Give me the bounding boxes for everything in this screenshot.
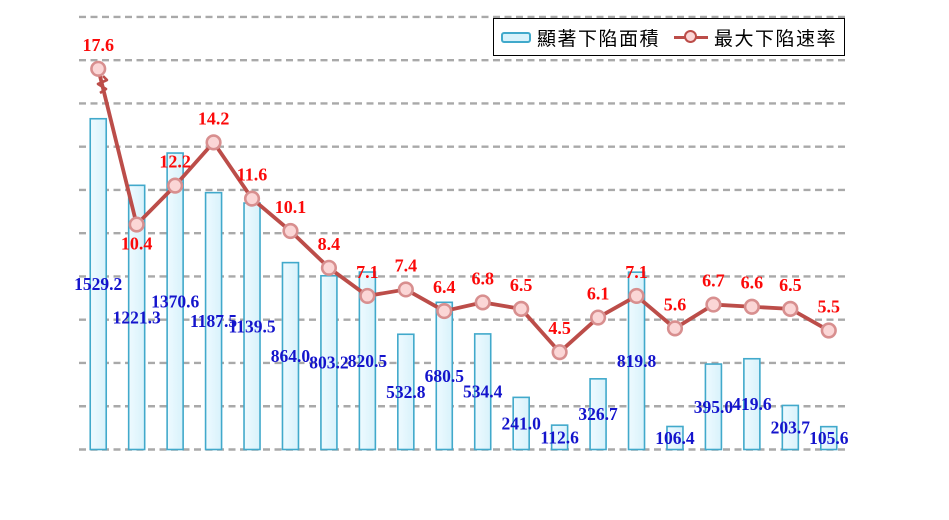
circle-marker [436,302,453,320]
bar [204,191,223,451]
axis-break-icon [96,75,109,95]
bar [127,184,146,451]
rate-value-label: 6.4 [433,277,456,297]
bar-value-label: 105.6 [809,428,849,448]
rate-value-label: 6.6 [741,273,764,293]
rate-markers [90,60,837,361]
bar [358,271,377,451]
bar-value-label: 864.0 [271,346,311,366]
bar [281,261,300,451]
circle-marker [513,300,530,318]
rate-value-label: 10.4 [121,234,153,254]
bar-value-label: 241.0 [501,413,541,433]
bar [550,424,569,451]
bar-value-label: 532.8 [386,382,426,402]
rate-value-label: 6.5 [779,275,802,295]
rate-value-label: 6.8 [471,268,494,288]
rate-value-label: 6.7 [702,271,725,291]
circle-marker [359,287,376,305]
bar [781,404,800,451]
bar-value-label: 106.4 [655,428,695,448]
rate-value-label: 11.6 [237,165,268,185]
bar-value-label: 1370.6 [151,291,199,311]
rate-value-label: 6.5 [510,275,533,295]
area-bars [89,117,838,451]
rate-value-label: 10.1 [275,197,307,217]
bar [473,333,492,451]
circle-marker [474,294,491,311]
bar-value-label: 819.8 [617,351,657,371]
rate-value-label: 14.2 [198,108,230,128]
rate-series-marker-icon [674,30,708,44]
rate-value-labels: 17.6 10.4 12.2 14.2 11.6 10.1 8.4 7.1 7.4 6.4 6.8 6… [82,35,840,338]
circle-marker [589,309,607,326]
bar-value-label: 203.7 [771,417,811,437]
rate-value-label: 7.4 [395,255,418,275]
rate-value-label: 12.2 [159,152,191,172]
circle-marker [628,287,645,305]
bar [627,271,646,451]
circle-marker [397,281,414,298]
circle-marker-sample [684,30,697,43]
bar-value-label: 820.5 [348,351,388,371]
rate-value-label: 7.1 [356,262,379,282]
bar [166,152,184,451]
circle-marker [128,216,145,233]
circle-marker [666,320,684,337]
bar [743,357,761,451]
bar-value-label: 112.6 [540,427,579,447]
circle-marker [205,134,222,151]
area-series-swatch-icon [500,31,531,43]
bar-value-label: 326.7 [578,404,618,424]
legend-item-rate: 最大下陷速率 [674,24,837,51]
rate-value-label: 4.5 [548,318,571,338]
bar [666,425,684,451]
rate-value-label: 8.4 [318,234,341,254]
bar [435,301,454,451]
bar-value-label: 680.5 [425,366,465,386]
bar-value-label: 1221.3 [113,307,161,327]
rate-value-label: 17.6 [82,35,114,55]
circle-marker [820,322,837,339]
bar-value-label: 534.4 [463,382,503,402]
bar-value-label: 419.6 [732,394,772,414]
bar [819,425,838,451]
circle-marker [167,177,184,194]
area-series-label: 顯著下陷面積 [536,28,660,50]
rate-value-label: 6.1 [587,284,610,304]
rate-value-label: 5.6 [664,294,687,314]
bar-value-label: 1529.2 [74,274,122,294]
rate-value-label: 5.5 [818,297,841,317]
bar [89,117,108,451]
bar [512,396,530,451]
circle-marker [320,259,338,276]
bar-value-label: 1187.5 [190,311,237,331]
legend-item-area: 顯著下陷面積 [500,24,660,51]
rate-value-label: 7.1 [625,262,648,282]
bar [397,333,415,451]
circle-marker [705,296,722,313]
circle-marker [743,298,760,315]
bar-value-label: 803.2 [309,353,348,373]
circle-marker [282,222,299,240]
circle-marker [90,60,107,77]
circle-marker [782,300,799,318]
chart-legend: 顯著下陷面積 最大下陷速率 [493,18,845,56]
circle-marker [243,190,261,207]
circle-marker [551,344,568,361]
rate-series-label: 最大下陷速率 [714,28,838,50]
bar [704,363,723,451]
bar-value-label: 1139.5 [228,316,275,336]
bar [589,378,607,451]
bar-value-label: 395.0 [694,397,734,417]
